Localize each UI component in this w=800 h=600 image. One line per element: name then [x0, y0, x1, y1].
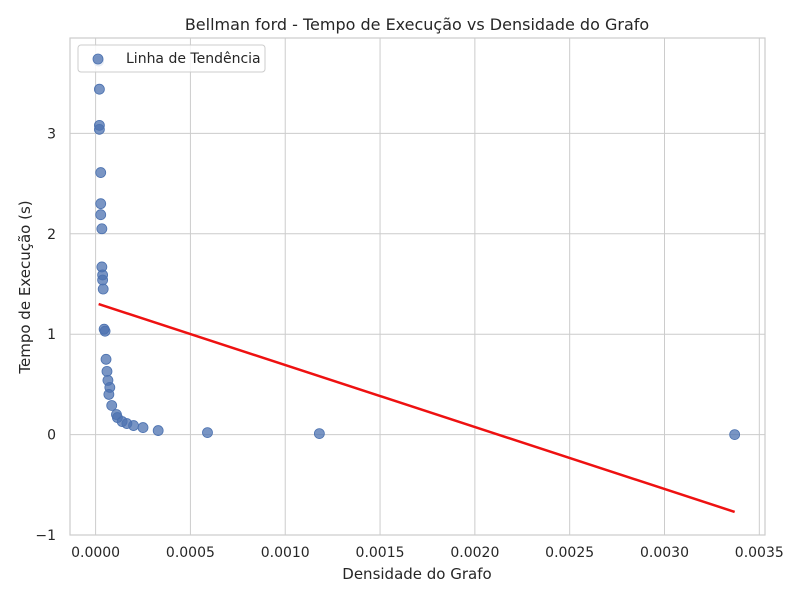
y-tick-label: −1 [35, 528, 56, 544]
data-point [93, 123, 105, 135]
chart-title: Bellman ford - Tempo de Execução vs Dens… [185, 15, 649, 34]
data-point [101, 365, 113, 377]
x-tick-labels: 0.0000 0.0005 0.0010 0.0015 0.0020 0.0025 0.00… [71, 545, 784, 561]
grid [70, 38, 765, 536]
data-point [100, 353, 112, 365]
trend-layer [98, 302, 736, 514]
legend-marker [92, 53, 104, 65]
plot-frame [69, 37, 766, 536]
data-point [106, 400, 118, 411]
x-tick-label: 0.0010 [261, 545, 310, 561]
x-tick-label: 0.0030 [640, 545, 689, 561]
y-tick-labels: −1 0 1 2 3 [35, 126, 56, 544]
data-point [95, 209, 107, 221]
x-tick-label: 0.0020 [450, 545, 499, 561]
legend: Linha de Tendência [77, 44, 266, 73]
data-point [99, 325, 111, 337]
y-tick-label: 3 [47, 126, 56, 142]
data-point [93, 83, 105, 95]
trend-line [98, 302, 736, 514]
y-axis-label: Tempo de Execução (s) [16, 200, 34, 374]
data-point [97, 274, 109, 286]
data-point [95, 167, 107, 178]
x-tick-label: 0.0035 [735, 545, 784, 561]
legend-entry: Linha de Tendência [126, 51, 261, 67]
y-tick-label: 2 [47, 227, 56, 243]
data-point [103, 389, 115, 400]
data-point [202, 427, 213, 438]
legend-box [77, 44, 266, 73]
data-point [152, 425, 164, 436]
y-tick-label: 1 [47, 327, 56, 343]
x-tick-label: 0.0005 [166, 545, 215, 561]
data-point [313, 428, 325, 439]
x-tick-label: 0.0000 [71, 545, 120, 561]
data-point [96, 223, 108, 235]
x-tick-label: 0.0015 [356, 545, 405, 561]
data-point [95, 198, 107, 210]
data-point [137, 422, 149, 433]
data-point [128, 420, 139, 431]
data-point [97, 283, 109, 295]
x-tick-label: 0.0025 [545, 545, 594, 561]
x-axis-label: Densidade do Grafo [342, 565, 491, 583]
data-point [729, 429, 741, 440]
y-tick-label: 0 [47, 428, 56, 444]
